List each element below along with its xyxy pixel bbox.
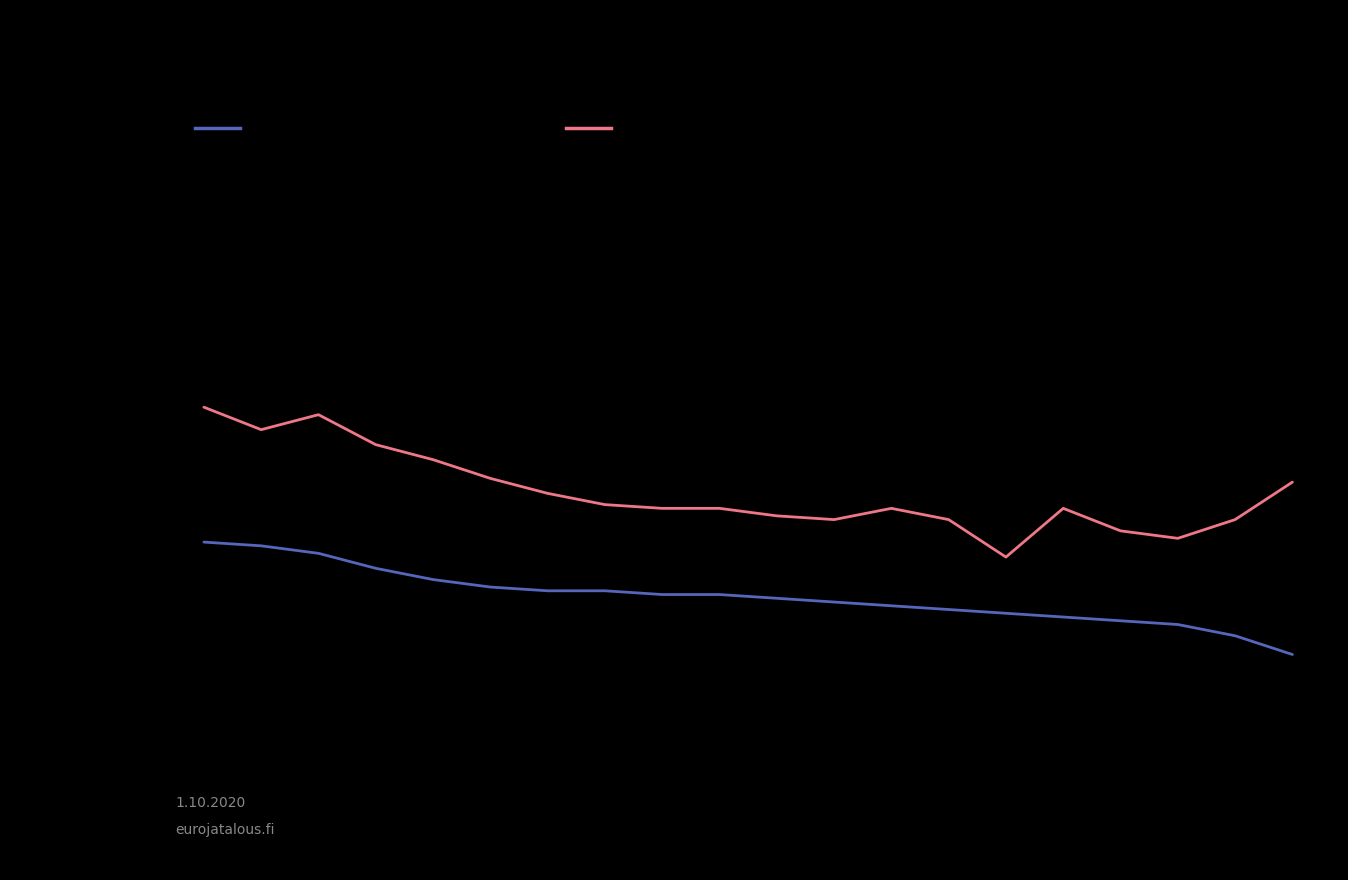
Text: 1.10.2020: 1.10.2020 bbox=[175, 796, 245, 810]
Text: eurojatalous.fi: eurojatalous.fi bbox=[175, 823, 275, 837]
